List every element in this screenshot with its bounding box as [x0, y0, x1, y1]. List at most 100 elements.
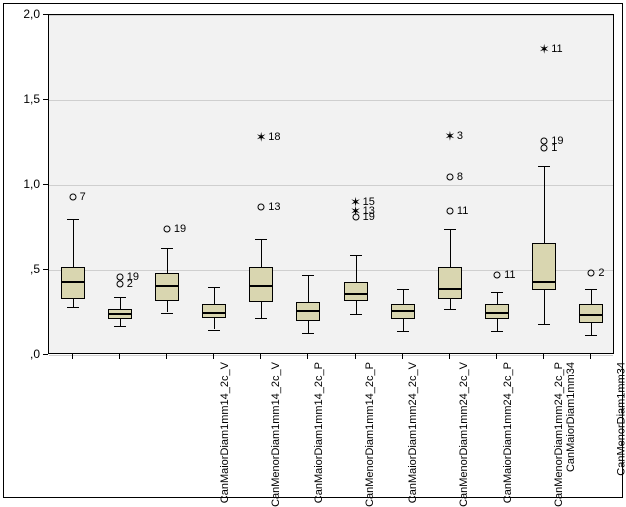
x-tick-mark: [213, 354, 214, 359]
whisker-cap-lower: [302, 333, 314, 334]
y-tick-label: ,0: [0, 347, 40, 361]
x-tick-mark: [166, 354, 167, 359]
y-tick-mark: [43, 99, 48, 100]
box: [391, 304, 415, 319]
median-line: [580, 314, 602, 316]
whisker-lower: [261, 302, 262, 317]
gridline: [49, 355, 613, 356]
outlier-circle-icon: [69, 193, 76, 200]
median-line: [533, 281, 555, 283]
outlier-label: 19: [174, 223, 186, 235]
y-tick-mark: [43, 354, 48, 355]
outlier-circle-icon: [258, 204, 265, 211]
x-tick-label: CanMenorDiam1mm14_2c_P: [364, 362, 376, 507]
x-tick-label: CanMaiorDiam1mm34: [565, 362, 577, 472]
whisker-upper: [308, 275, 309, 302]
outlier-circle-icon: [116, 280, 123, 287]
box: [61, 267, 85, 299]
whisker-cap-upper: [255, 239, 267, 240]
whisker-lower: [356, 301, 357, 315]
x-tick-label: CanMaiorDiam1mm24_2c_V: [407, 362, 419, 503]
whisker-cap-upper: [585, 289, 597, 290]
whisker-cap-lower: [161, 313, 173, 314]
whisker-upper: [356, 255, 357, 282]
outlier-label: 13: [268, 201, 280, 213]
median-line: [297, 310, 319, 312]
outlier-star-icon: ✶: [444, 129, 455, 142]
whisker-cap-lower: [208, 330, 220, 331]
whisker-upper: [403, 289, 404, 304]
outlier-label: 15: [363, 196, 375, 208]
x-tick-mark: [402, 354, 403, 359]
outlier-label: 18: [268, 131, 280, 143]
outlier-circle-icon: [163, 226, 170, 233]
y-tick-label: ,5: [0, 262, 40, 276]
whisker-upper: [261, 239, 262, 266]
whisker-cap-upper: [491, 292, 503, 293]
outlier-label: 11: [457, 205, 468, 217]
whisker-lower: [73, 299, 74, 308]
median-line: [439, 288, 461, 290]
box: [579, 304, 603, 323]
whisker-cap-upper: [114, 297, 126, 298]
whisker-cap-lower: [255, 318, 267, 319]
x-tick-label: CanMaiorDiam1mm14_2c_V: [219, 362, 231, 503]
y-tick-label: 2,0: [0, 7, 40, 21]
whisker-upper: [73, 219, 74, 267]
outlier-label: 11: [504, 269, 515, 281]
whisker-lower: [308, 321, 309, 333]
outlier-circle-icon: [116, 273, 123, 280]
x-tick-label: CanMenorDiam1mm14_2c_V: [270, 362, 282, 507]
median-line: [109, 313, 131, 315]
whisker-upper: [591, 289, 592, 304]
whisker-upper: [497, 292, 498, 304]
outlier-label: 3: [457, 130, 463, 142]
x-tick-mark: [449, 354, 450, 359]
whisker-lower: [403, 319, 404, 331]
x-tick-label: CanMenorDiam1mm24_2c_V: [458, 362, 470, 507]
outlier-label: 8: [457, 171, 463, 183]
y-tick-label: 1,0: [0, 177, 40, 191]
whisker-lower: [120, 319, 121, 326]
y-tick-mark: [43, 269, 48, 270]
whisker-cap-lower: [585, 335, 597, 336]
median-line: [392, 310, 414, 312]
box: [438, 267, 462, 299]
outlier-star-icon: ✶: [350, 196, 361, 209]
plot-area: 72191913✶1819✶13✶15118✶311119✶112: [48, 14, 614, 354]
outlier-circle-icon: [541, 137, 548, 144]
whisker-lower: [497, 319, 498, 331]
x-tick-label: CanMenorDiam1mm24_2c_P: [553, 362, 565, 507]
whisker-cap-lower: [538, 324, 550, 325]
whisker-cap-upper: [161, 248, 173, 249]
box: [155, 273, 179, 300]
box: [296, 302, 320, 321]
x-tick-mark: [543, 354, 544, 359]
outlier-label: 2: [598, 267, 604, 279]
whisker-cap-upper: [538, 166, 550, 167]
outlier-label: 19: [551, 135, 563, 147]
x-tick-mark: [496, 354, 497, 359]
outlier-circle-icon: [494, 272, 501, 279]
whisker-lower: [544, 290, 545, 324]
outlier-star-icon: ✶: [539, 43, 550, 56]
whisker-lower: [450, 299, 451, 309]
whisker-cap-lower: [444, 309, 456, 310]
median-line: [486, 312, 508, 314]
outlier-star-icon: ✶: [256, 131, 267, 144]
whisker-lower: [591, 323, 592, 335]
y-tick-mark: [43, 14, 48, 15]
outlier-circle-icon: [446, 207, 453, 214]
whisker-cap-lower: [350, 314, 362, 315]
box: [202, 304, 226, 318]
median-line: [62, 281, 84, 283]
box: [532, 243, 556, 291]
whisker-cap-upper: [208, 287, 220, 288]
outlier-circle-icon: [446, 173, 453, 180]
whisker-cap-upper: [397, 289, 409, 290]
x-tick-label: CanMenorDiam1mm34: [616, 362, 626, 476]
x-tick-mark: [355, 354, 356, 359]
x-tick-mark: [119, 354, 120, 359]
whisker-cap-upper: [67, 219, 79, 220]
outlier-circle-icon: [588, 270, 595, 277]
